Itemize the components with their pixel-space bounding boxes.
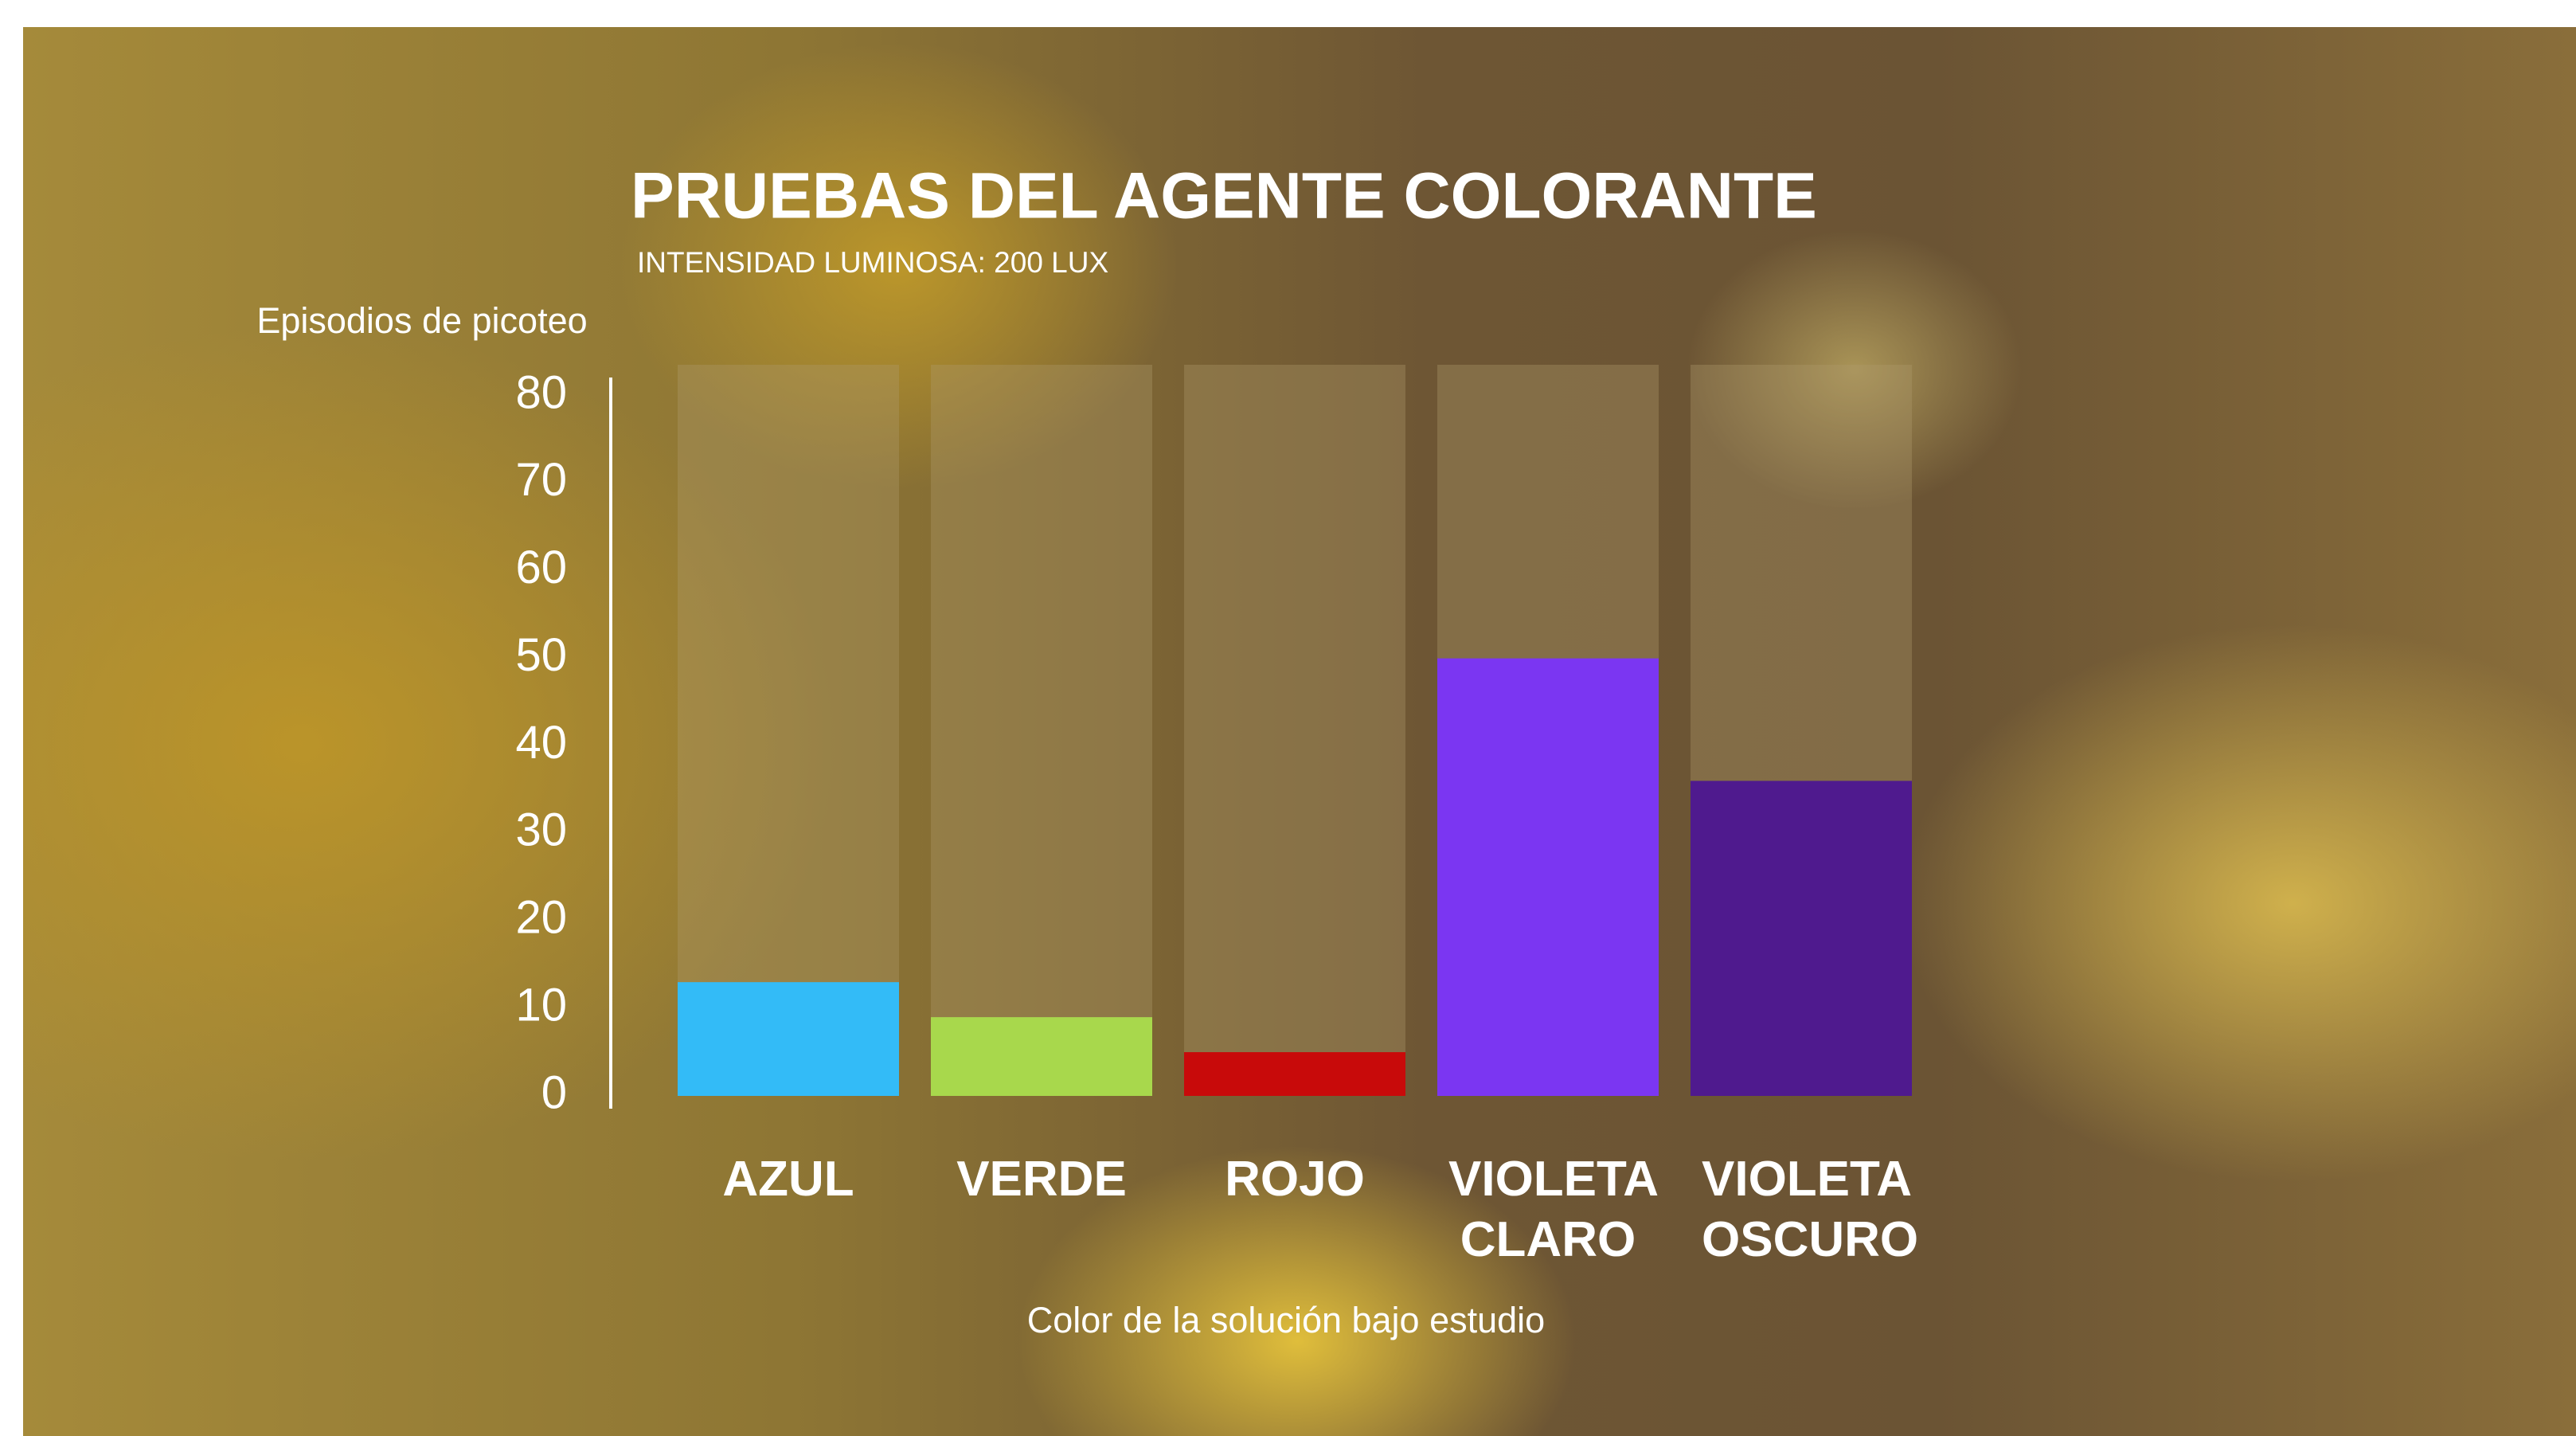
x-tick-label: ROJO xyxy=(1195,1149,1394,1210)
bar xyxy=(931,1017,1152,1096)
y-tick-label: 0 xyxy=(541,1066,567,1118)
y-tick-label: 20 xyxy=(515,892,567,944)
bar xyxy=(1184,1052,1405,1096)
y-tick-label: 30 xyxy=(515,804,567,856)
bar xyxy=(1437,659,1659,1096)
bar-track xyxy=(1184,365,1405,1096)
bar xyxy=(678,982,899,1096)
chart-title: PRUEBAS DEL AGENTE COLORANTE xyxy=(631,160,1817,233)
bar-track xyxy=(931,365,1152,1096)
x-tick-label: VIOLETA CLARO xyxy=(1448,1149,1648,1270)
chart: PRUEBAS DEL AGENTE COLORANTE INTENSIDAD … xyxy=(23,27,2576,1436)
y-tick-label: 10 xyxy=(515,979,567,1031)
y-tick-label: 80 xyxy=(515,366,567,418)
x-tick-label: VIOLETA OSCURO xyxy=(1702,1149,1901,1270)
bar xyxy=(1691,781,1912,1096)
y-tick-label: 70 xyxy=(515,454,567,506)
page: {"chart_data": {"type": "bar", "title": … xyxy=(0,0,2576,1436)
x-tick-label: AZUL xyxy=(689,1149,888,1210)
background: PRUEBAS DEL AGENTE COLORANTE INTENSIDAD … xyxy=(23,27,2576,1436)
x-tick-label: VERDE xyxy=(942,1149,1141,1210)
y-tick-label: 50 xyxy=(515,629,567,681)
x-axis-label: Color de la solución bajo estudio xyxy=(1027,1300,1545,1340)
y-axis-label: Episodios de picoteo xyxy=(256,300,587,341)
chart-subtitle: INTENSIDAD LUMINOSA: 200 LUX xyxy=(637,246,1108,279)
y-tick-label: 40 xyxy=(515,717,567,769)
y-tick-label: 60 xyxy=(515,542,567,593)
